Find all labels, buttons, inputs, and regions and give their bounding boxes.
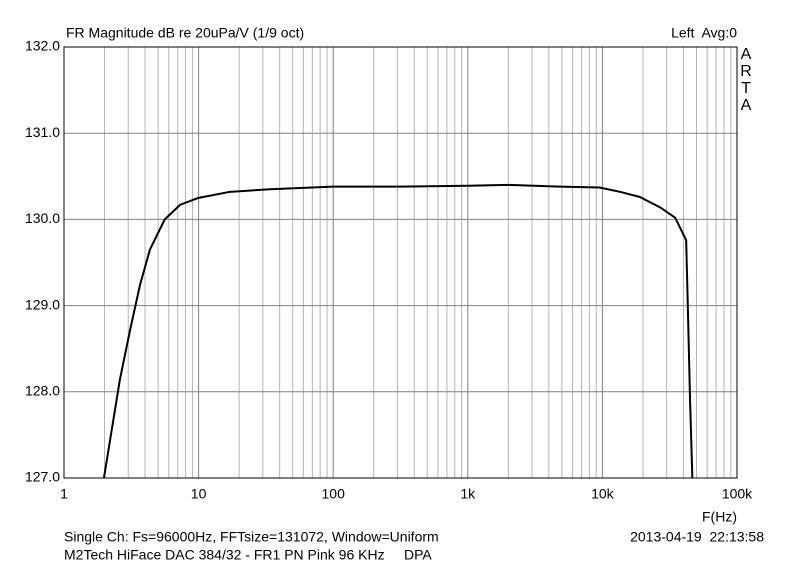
footer-date: 2013-04-19 22:13:58 <box>630 529 764 545</box>
x-tick-label: 10 <box>191 486 207 502</box>
chart-title: FR Magnitude dB re 20uPa/V (1/9 oct) <box>66 25 304 41</box>
y-tick-label: 131.0 <box>25 124 60 140</box>
y-tick-label: 130.0 <box>25 210 60 226</box>
brand: ARTA <box>740 46 752 114</box>
x-tick-label: 1k <box>460 486 476 502</box>
y-tick-label: 127.0 <box>25 469 60 485</box>
y-tick-label: 128.0 <box>25 383 60 399</box>
footer-line: M2Tech HiFace DAC 384/32 - FR1 PN Pink 9… <box>64 547 432 563</box>
x-tick-label: 100 <box>322 486 346 502</box>
x-tick-label: 100k <box>722 486 753 502</box>
x-tick-label: 1 <box>60 486 68 502</box>
channel-label: Left Avg:0 <box>671 25 737 41</box>
footer-line: Single Ch: Fs=96000Hz, FFTsize=131072, W… <box>64 529 439 545</box>
response-curve <box>102 183 694 479</box>
x-tick-label: 10k <box>591 486 615 502</box>
plot-frame <box>63 46 738 479</box>
x-axis-label: F(Hz) <box>702 509 737 525</box>
y-tick-label: 132.0 <box>25 38 60 54</box>
y-tick-label: 129.0 <box>25 296 60 312</box>
